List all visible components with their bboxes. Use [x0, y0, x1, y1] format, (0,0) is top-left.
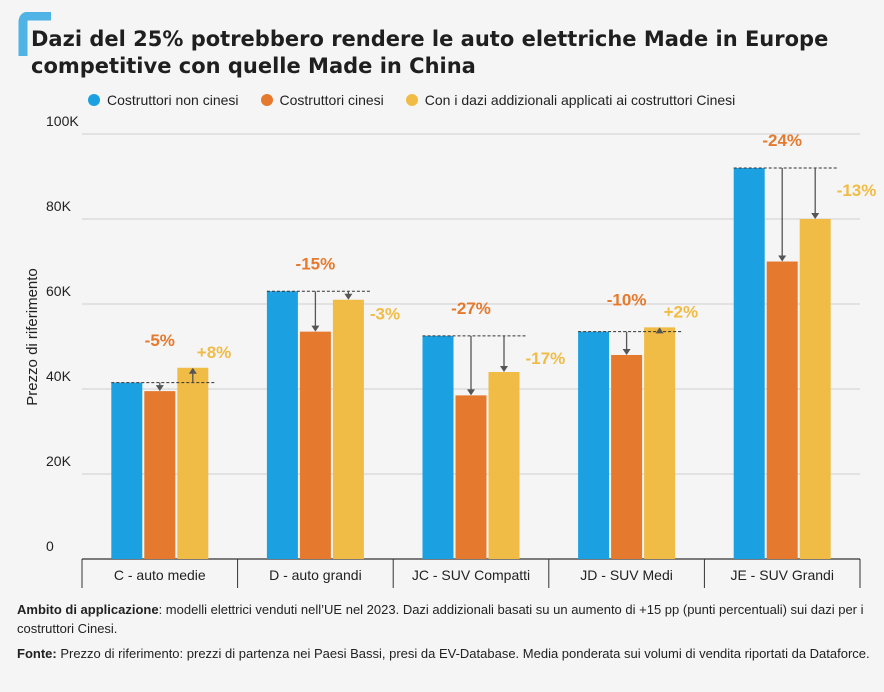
legend-dot-dazi — [405, 94, 418, 106]
title-line-1: Dazi del 25% potrebbero rendere le auto … — [31, 27, 829, 51]
legend: Costruttori non cinesi Costruttori cines… — [88, 92, 735, 108]
x-tick-label: D - auto grandi — [269, 567, 362, 583]
legend-item-non-cinesi: Costruttori non cinesi — [88, 92, 239, 108]
legend-label-dazi: Con i dazi addizionali applicati ai cost… — [424, 92, 736, 108]
arrow-cinesi-head — [778, 255, 787, 262]
legend-item-dazi: Con i dazi addizionali applicati ai cost… — [405, 92, 736, 108]
source-note: Fonte: Prezzo di riferimento: prezzi di … — [17, 644, 872, 663]
chart-title: Dazi del 25% potrebbero rendere le auto … — [31, 26, 861, 80]
y-tick-label: 80K — [46, 198, 72, 214]
y-tick-label: 40K — [46, 368, 72, 384]
bar — [332, 299, 364, 559]
bar — [455, 395, 487, 559]
arrow-cinesi-head — [155, 385, 164, 392]
arrow-dazi-head — [811, 213, 820, 219]
arrow-dazi-head — [344, 293, 353, 300]
bar — [111, 382, 143, 559]
label-cinesi-change: -27% — [451, 299, 491, 318]
label-dazi-change: -3% — [370, 304, 400, 323]
label-cinesi-change: -15% — [296, 254, 336, 273]
bar — [799, 219, 831, 559]
x-tick-label: JC - SUV Compatti — [412, 567, 530, 583]
arrow-dazi-head — [188, 367, 197, 374]
legend-item-cinesi: Costruttori cinesi — [260, 92, 384, 108]
y-tick-label: 20K — [46, 453, 72, 469]
legend-dot-non-cinesi — [88, 94, 100, 106]
bar — [177, 367, 209, 559]
arrow-dazi-head — [655, 327, 664, 334]
bar — [578, 331, 610, 559]
label-cinesi-change: -24% — [762, 131, 802, 150]
scope-text: : modelli elettrici venduti nell’UE nel … — [17, 602, 864, 636]
arrow-cinesi-head — [467, 389, 475, 396]
y-axis-label: Prezzo di riferimento — [24, 268, 41, 406]
bar — [488, 372, 520, 559]
label-dazi-change: -17% — [526, 349, 566, 368]
bar — [144, 391, 176, 559]
label-dazi-change: -13% — [837, 181, 877, 200]
bar — [422, 335, 454, 559]
arrow-cinesi-head — [622, 349, 631, 355]
x-tick-label: JD - SUV Medi — [580, 567, 673, 583]
label-cinesi-change: -10% — [607, 290, 647, 309]
arrow-dazi-head — [500, 366, 508, 372]
y-tick-label: 60K — [46, 283, 72, 299]
x-tick-label: JE - SUV Grandi — [730, 567, 833, 583]
footnotes: Ambito di applicazione: modelli elettric… — [17, 600, 872, 669]
bar — [611, 355, 643, 559]
bar-chart: 0 20K 40K 60K 80K 100K Prezzo di riferimento C … — [24, 113, 877, 588]
scope-label: Ambito di applicazione — [17, 602, 159, 617]
legend-label-non-cinesi: Costruttori non cinesi — [107, 92, 239, 108]
y-tick-label: 100K — [46, 113, 79, 129]
title-line-2: competitive con quelle Made in China — [31, 54, 476, 78]
corner-accent-icon — [18, 12, 51, 56]
legend-dot-cinesi — [260, 94, 273, 106]
arrow-cinesi-head — [311, 325, 320, 332]
bar — [644, 327, 676, 559]
bar — [766, 261, 798, 559]
bar — [733, 168, 765, 559]
scope-note: Ambito di applicazione: modelli elettric… — [17, 600, 872, 638]
y-tick-label: 0 — [46, 538, 54, 554]
x-tick-label: C - auto medie — [114, 567, 206, 583]
legend-label-cinesi: Costruttori cinesi — [279, 92, 384, 108]
bar — [299, 331, 331, 559]
label-dazi-change: +2% — [664, 302, 699, 321]
source-label: Fonte: — [17, 646, 57, 661]
source-text: Prezzo di riferimento: prezzi di partenz… — [56, 646, 870, 661]
bar — [266, 291, 298, 559]
label-cinesi-change: -5% — [145, 331, 175, 350]
label-dazi-change: +8% — [197, 343, 232, 362]
